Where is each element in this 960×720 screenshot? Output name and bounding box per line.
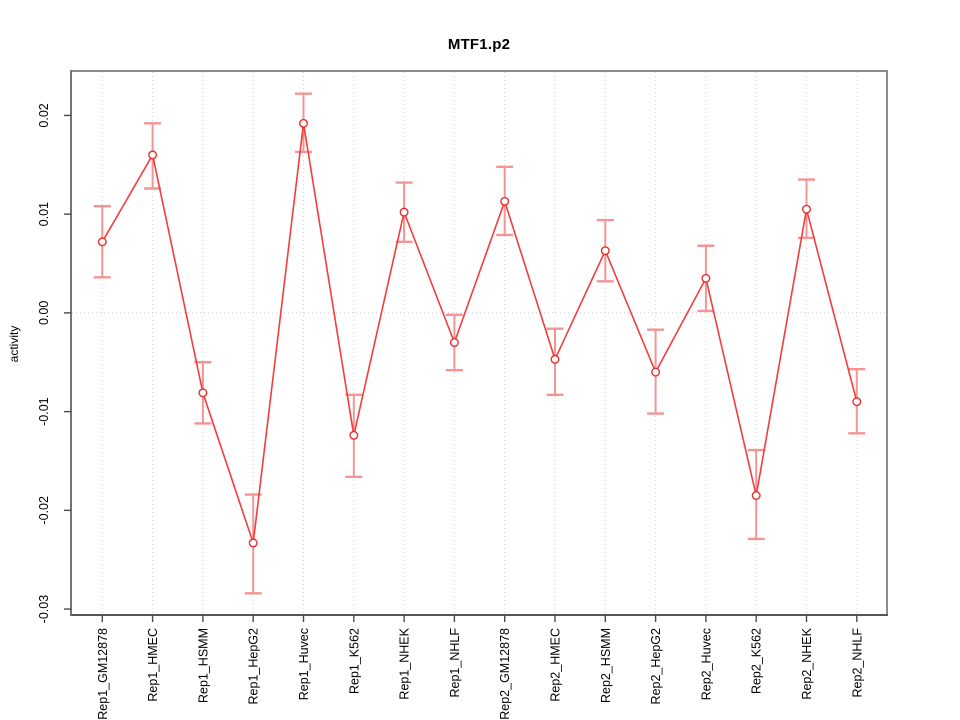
y-tick-label: 0.01: [37, 202, 51, 226]
y-tick-label: -0.01: [37, 397, 51, 426]
series-line: [101, 123, 858, 544]
data-point: [651, 367, 661, 377]
x-tick-label: Rep2_HMEC: [549, 628, 563, 702]
x-tick-label: Rep1_NHEK: [398, 627, 412, 699]
data-point: [148, 150, 158, 160]
x-tick-label: Rep2_HepG2: [649, 628, 663, 704]
x-tick-label: Rep2_GM12878: [498, 628, 512, 720]
x-tick-label: Rep2_HSMM: [599, 628, 613, 703]
y-axis-label: activity: [7, 325, 21, 363]
data-point: [449, 338, 459, 348]
y-tick-label: 0.02: [37, 103, 51, 127]
data-point: [751, 491, 761, 501]
x-tick-label: Rep2_NHEK: [800, 627, 814, 699]
data-point: [248, 538, 258, 548]
y-tick-label: 0.00: [37, 301, 51, 325]
data-point: [399, 207, 409, 217]
data-point: [500, 196, 510, 206]
data-point: [852, 397, 862, 407]
data-point: [349, 430, 359, 440]
x-tick-label: Rep1_GM12878: [96, 628, 110, 720]
data-point: [97, 237, 107, 247]
x-tick-label: Rep2_NHLF: [850, 628, 864, 698]
data-point: [299, 118, 309, 128]
y-tick-label: -0.02: [37, 496, 51, 525]
y-tick-label: -0.03: [37, 595, 51, 624]
data-point: [198, 388, 208, 398]
x-tick-label: Rep2_Huvec: [699, 628, 713, 700]
data-point: [701, 273, 711, 283]
data-point: [600, 246, 610, 256]
x-tick-label: Rep1_HSMM: [196, 628, 210, 703]
x-tick-label: Rep1_HMEC: [146, 628, 160, 702]
x-tick-label: Rep1_NHLF: [448, 628, 462, 698]
x-tick-label: Rep1_HepG2: [247, 628, 261, 704]
chart-title: MTF1.p2: [447, 36, 511, 53]
x-tick-label: Rep1_Huvec: [297, 628, 311, 700]
data-point: [550, 354, 560, 364]
x-tick-label: Rep2_K562: [750, 628, 764, 694]
x-tick-label: Rep1_K562: [347, 628, 361, 694]
plot-box: [70, 70, 888, 616]
data-point: [802, 204, 812, 214]
